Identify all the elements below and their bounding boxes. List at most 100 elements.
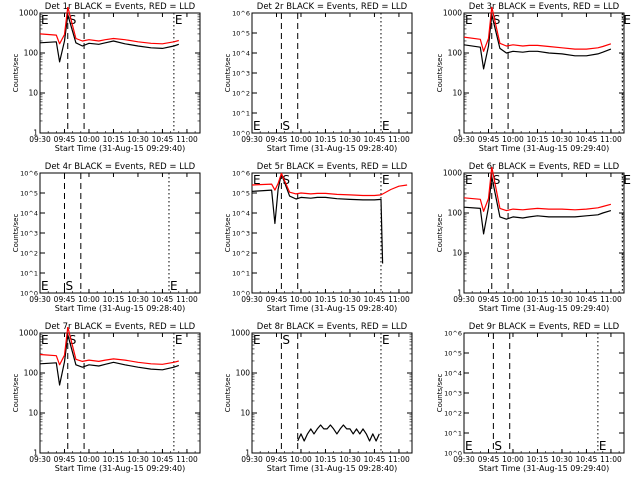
marker-label-e: E xyxy=(253,173,261,187)
chart-title: Det 1r BLACK = Events, RED = LLD xyxy=(45,2,196,12)
y-tick-label: 1000 xyxy=(19,9,38,18)
series-line-events xyxy=(297,424,380,442)
x-tick-label: 09:30 xyxy=(453,135,475,144)
y-tick-label: 10^2 xyxy=(232,90,250,98)
x-tick-label: 10:45 xyxy=(364,455,386,464)
x-tick-label: 10:00 xyxy=(502,295,524,304)
x-tick-label: 11:00 xyxy=(388,295,410,304)
panel-det-6r: Det 6r BLACK = Events, RED = LLD 09:30 09:… xyxy=(436,162,631,313)
x-tick-label: 09:45 xyxy=(54,295,76,304)
marker-label-s: S xyxy=(69,13,77,27)
x-tick-label: 09:45 xyxy=(54,455,76,464)
y-axis-label: Counts/sec xyxy=(436,214,444,253)
x-tick-label: 10:15 xyxy=(103,295,125,304)
marker-label-e: E xyxy=(382,333,390,347)
y-tick-label: 1 xyxy=(457,289,462,298)
y-tick-label: 1 xyxy=(33,129,38,138)
x-tick-label: 10:00 xyxy=(78,455,100,464)
chart-title: Det 6r BLACK = Events, RED = LLD xyxy=(469,162,620,172)
x-tick-label: 09:45 xyxy=(478,455,500,464)
x-tick-label: 09:45 xyxy=(54,135,76,144)
x-tick-label: 10:00 xyxy=(290,135,312,144)
x-tick-label: 11:00 xyxy=(388,455,410,464)
chart-title: Det 3r BLACK = Events, RED = LLD xyxy=(469,2,620,12)
y-tick-label: 10 xyxy=(28,89,38,98)
y-tick-label: 10 xyxy=(28,409,38,418)
x-tick-label: 09:45 xyxy=(478,135,500,144)
x-tick-label: 10:30 xyxy=(339,295,361,304)
x-tick-label: 10:30 xyxy=(127,135,149,144)
x-tick-label: 10:00 xyxy=(290,455,312,464)
series-line-events xyxy=(464,176,612,235)
y-axis-label: Counts/sec xyxy=(12,54,20,93)
x-axis-label: Start Time (31-Aug-15 09:28:40) xyxy=(267,464,398,473)
x-tick-label: 10:00 xyxy=(290,295,312,304)
y-tick-label: 1 xyxy=(457,129,462,138)
marker-label-e: E xyxy=(41,13,49,27)
marker-label-e: E xyxy=(170,279,178,293)
chart-title: Det 2r BLACK = Events, RED = LLD xyxy=(257,2,408,12)
marker-label-s: S xyxy=(282,333,290,347)
y-tick-label: 10^6 xyxy=(20,170,38,178)
series-line-lld xyxy=(464,7,612,52)
x-tick-label: 11:00 xyxy=(176,135,198,144)
y-tick-label: 100 xyxy=(24,49,39,58)
x-tick-label: 11:00 xyxy=(176,295,198,304)
x-tick-label: 10:30 xyxy=(551,295,573,304)
x-tick-label: 09:30 xyxy=(241,295,263,304)
x-tick-label: 10:30 xyxy=(339,135,361,144)
series-group xyxy=(40,7,179,63)
y-tick-label: 1000 xyxy=(231,329,250,338)
x-tick-label: 09:30 xyxy=(241,135,263,144)
x-tick-label: 09:45 xyxy=(266,295,288,304)
marker-label-e: E xyxy=(465,13,473,27)
panel-det-8r: Det 8r BLACK = Events, RED = LLD 09:30 09:… xyxy=(224,322,413,473)
panel-det-7r: Det 7r BLACK = Events, RED = LLD 09:30 09:… xyxy=(12,322,201,473)
plot-frame xyxy=(463,172,625,294)
x-axis-label: Start Time (31-Aug-15 09:29:40) xyxy=(479,144,610,153)
marker-label-s: S xyxy=(282,119,290,133)
panel-det-5r: Det 5r BLACK = Events, RED = LLD 09:30 09:… xyxy=(224,162,413,313)
marker-label-s: S xyxy=(69,333,77,347)
x-tick-label: 10:15 xyxy=(527,135,549,144)
x-tick-label: 11:00 xyxy=(600,455,622,464)
y-tick-label: 10^3 xyxy=(444,390,462,398)
x-tick-label: 10:15 xyxy=(315,295,337,304)
y-tick-label: 10^4 xyxy=(20,210,38,218)
y-axis-label: Counts/sec xyxy=(436,374,444,413)
marker-label-s: S xyxy=(493,173,501,187)
y-tick-label: 100 xyxy=(448,209,463,218)
marker-label-e: E xyxy=(623,13,631,27)
x-tick-label: 10:00 xyxy=(78,295,100,304)
marker-label-e: E xyxy=(175,13,183,27)
x-tick-label: 11:00 xyxy=(176,455,198,464)
x-tick-label: 10:45 xyxy=(576,295,598,304)
y-tick-label: 100 xyxy=(236,369,251,378)
y-axis-label: Counts/sec xyxy=(224,54,232,93)
x-tick-label: 10:30 xyxy=(551,135,573,144)
y-axis-label: Counts/sec xyxy=(12,374,20,413)
y-tick-label: 1 xyxy=(245,449,250,458)
marker-label-s: S xyxy=(65,279,73,293)
panel-det-3r: Det 3r BLACK = Events, RED = LLD 09:30 09:… xyxy=(436,2,631,153)
x-tick-label: 11:00 xyxy=(600,295,622,304)
x-axis-label: Start Time (31-Aug-15 09:28:40) xyxy=(267,304,398,313)
series-group xyxy=(464,7,612,70)
plot-frame xyxy=(251,332,413,454)
x-tick-label: 10:45 xyxy=(576,455,598,464)
series-line-lld xyxy=(40,327,179,366)
series-line-events xyxy=(252,173,384,264)
marker-label-e: E xyxy=(465,173,473,187)
marker-label-e: E xyxy=(382,119,390,133)
y-tick-label: 10^0 xyxy=(20,290,38,298)
y-tick-label: 10^5 xyxy=(232,190,250,198)
y-tick-label: 10^3 xyxy=(232,70,250,78)
plot-frame xyxy=(463,12,625,134)
panel-det-1r: Det 1r BLACK = Events, RED = LLD 09:30 09:… xyxy=(12,2,201,153)
x-tick-label: 10:15 xyxy=(315,455,337,464)
y-axis-label: Counts/sec xyxy=(12,214,20,253)
marker-label-e: E xyxy=(175,333,183,347)
chart-title: Det 5r BLACK = Events, RED = LLD xyxy=(257,162,408,172)
y-tick-label: 100 xyxy=(448,49,463,58)
x-tick-label: 10:45 xyxy=(364,135,386,144)
